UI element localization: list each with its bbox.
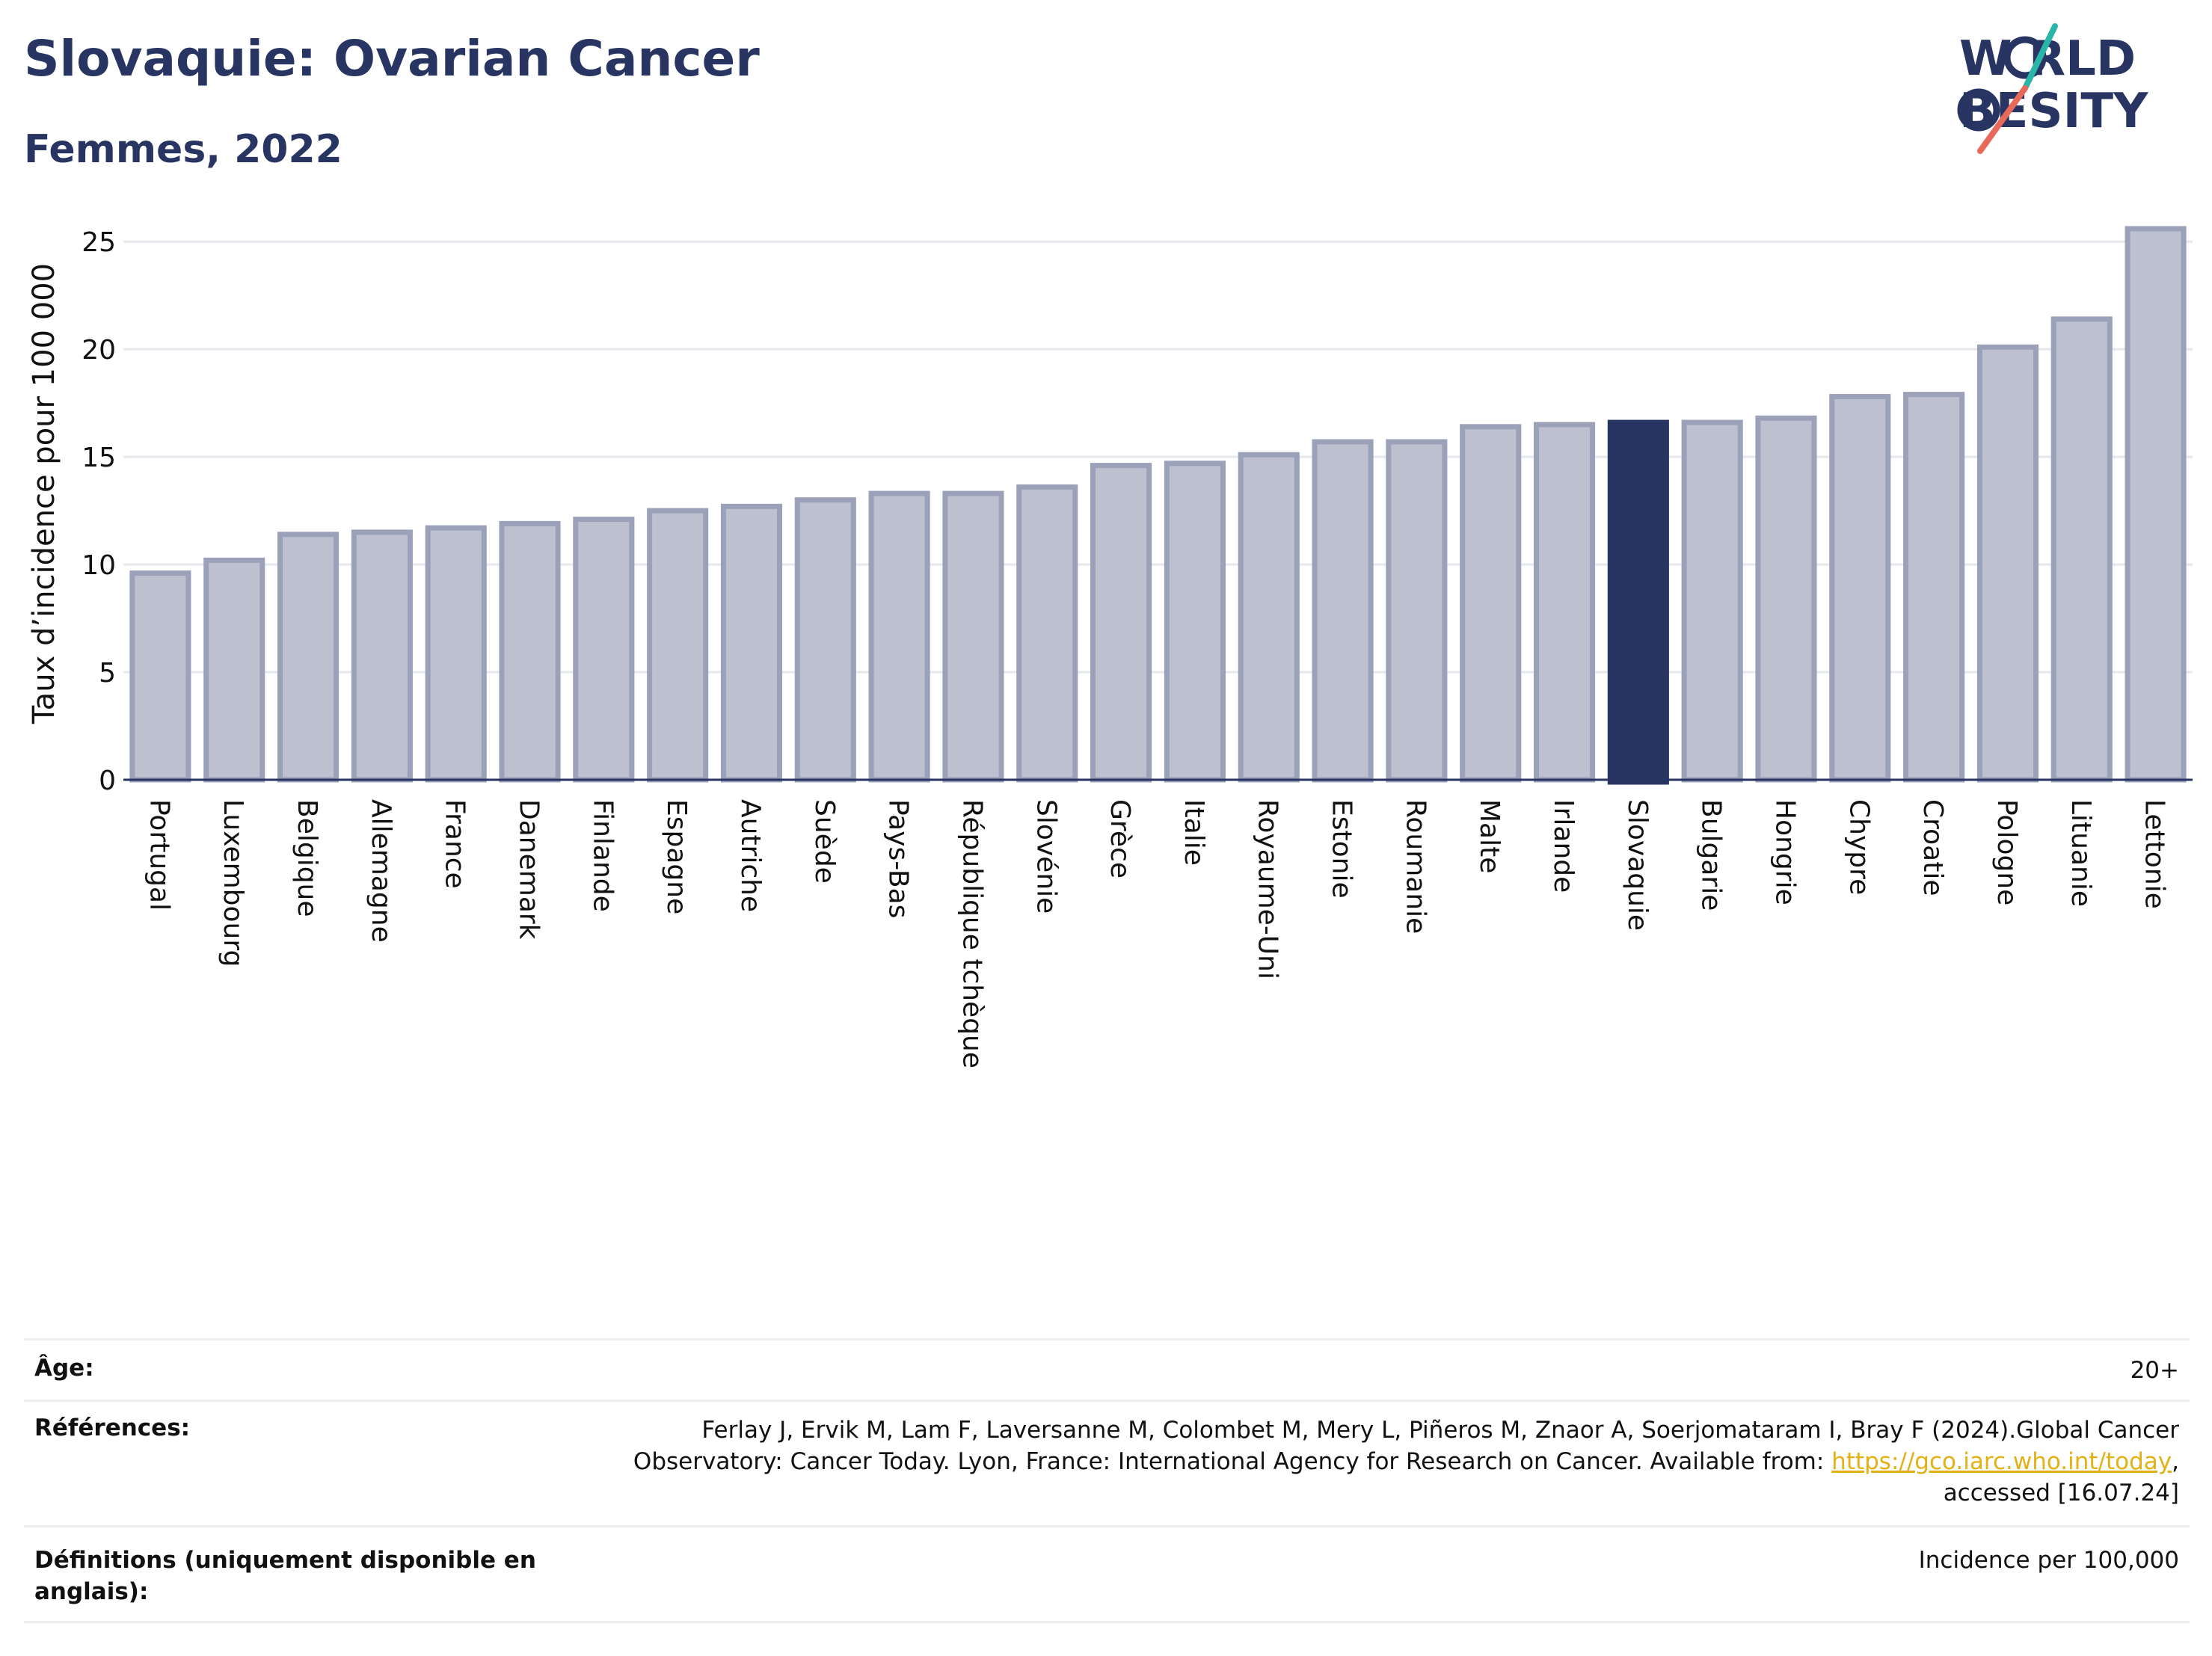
x-tick-label: Lituanie bbox=[2065, 799, 2096, 907]
x-tick-label: Pays-Bas bbox=[883, 799, 914, 918]
x-tick-label: Chypre bbox=[1843, 799, 1874, 895]
x-tick-label: Autriche bbox=[735, 799, 766, 912]
references-line-2-text: Observatory: Cancer Today. Lyon, France:… bbox=[633, 1448, 1832, 1475]
divider bbox=[24, 1525, 2190, 1527]
logo-slash-coral bbox=[1977, 85, 2028, 154]
x-tick-label: Belgique bbox=[292, 799, 322, 917]
x-tick-label: République tchèque bbox=[956, 799, 987, 1068]
bar-roumanie bbox=[1386, 439, 1448, 783]
age-label: Âge: bbox=[34, 1355, 94, 1382]
bar-finlande bbox=[573, 517, 635, 783]
x-tick-label: Allemagne bbox=[366, 799, 396, 943]
references-line-1: Ferlay J, Ervik M, Lam F, Laversanne M, … bbox=[701, 1417, 2179, 1444]
bar-lituanie bbox=[2050, 316, 2113, 783]
definitions-value: Incidence per 100,000 bbox=[1918, 1547, 2179, 1574]
y-tick-label: 15 bbox=[82, 443, 116, 473]
bar-italie bbox=[1164, 461, 1226, 783]
bar-slovénie bbox=[1016, 484, 1078, 783]
logo-o-ring-2 bbox=[1957, 88, 2000, 132]
y-tick-label: 20 bbox=[82, 335, 116, 366]
x-tick-label: Roumanie bbox=[1400, 799, 1431, 934]
x-tick-label: Bulgarie bbox=[1696, 799, 1727, 911]
bar-lettonie bbox=[2125, 226, 2187, 783]
x-tick-label: Suède bbox=[809, 799, 840, 884]
x-tick-label: Hongrie bbox=[1769, 799, 1800, 905]
x-tick-label: Malte bbox=[1474, 799, 1505, 873]
x-tick-label: Finlande bbox=[587, 799, 618, 912]
logo-slash-teal bbox=[2022, 23, 2058, 91]
definitions-row: Définitions (uniquement disponible en an… bbox=[24, 1545, 2190, 1619]
bar-estonie bbox=[1312, 439, 1374, 783]
references-line-2: Observatory: Cancer Today. Lyon, France:… bbox=[633, 1446, 2179, 1477]
x-tick-labels: Portugal Luxembourg Belgique Allemagne Franc… bbox=[144, 799, 2169, 1068]
x-tick-label: Lettonie bbox=[2139, 799, 2170, 909]
y-axis-label: Taux d’incidence pour 100 000 bbox=[27, 263, 61, 724]
x-tick-label: Irlande bbox=[1548, 799, 1579, 893]
bar-danemark bbox=[499, 520, 561, 783]
x-tick-label: Croatie bbox=[1917, 799, 1948, 896]
definitions-label: Définitions (uniquement disponible en an… bbox=[34, 1545, 536, 1607]
x-tick-label: Estonie bbox=[1327, 799, 1357, 899]
x-tick-label: Danemark bbox=[514, 799, 544, 940]
definitions-label-line-2: anglais): bbox=[34, 1578, 149, 1605]
y-tick-label: 0 bbox=[99, 766, 116, 796]
x-tick-label: Slovénie bbox=[1030, 799, 1061, 914]
references-label: Références: bbox=[34, 1415, 191, 1441]
chart-title: Slovaquie: Ovarian Cancer bbox=[24, 30, 760, 87]
age-value: 20+ bbox=[2130, 1357, 2179, 1384]
bar-france bbox=[425, 525, 487, 783]
bar-royaume-uni bbox=[1238, 452, 1300, 783]
divider bbox=[24, 1338, 2190, 1341]
bar-luxembourg bbox=[203, 557, 265, 783]
bar-croatie bbox=[1903, 392, 1965, 783]
divider bbox=[24, 1400, 2190, 1402]
x-tick-label: France bbox=[440, 799, 470, 889]
bar-autriche bbox=[720, 503, 783, 783]
bar-malte bbox=[1460, 424, 1522, 783]
y-tick-label: 10 bbox=[82, 550, 116, 581]
bar-hongrie bbox=[1755, 415, 1817, 783]
bar-grèce bbox=[1090, 463, 1152, 783]
references-row: Références: Ferlay J, Ervik M, Lam F, La… bbox=[24, 1415, 2190, 1519]
x-tick-label: Espagne bbox=[661, 799, 692, 914]
bar-pologne bbox=[1976, 344, 2039, 783]
y-tick-labels: 0 5 10 15 20 25 bbox=[82, 227, 116, 796]
x-tick-label: Slovaquie bbox=[1622, 799, 1653, 931]
x-tick-label: Luxembourg bbox=[218, 799, 248, 967]
bar-bulgarie bbox=[1681, 419, 1743, 783]
bar-belgique bbox=[277, 532, 340, 783]
bar-suède bbox=[794, 497, 856, 783]
bars bbox=[129, 226, 2187, 785]
y-tick-label: 25 bbox=[82, 227, 116, 258]
bar-pays-bas bbox=[868, 490, 930, 783]
references-line-2-end: , bbox=[2172, 1448, 2179, 1475]
definitions-label-line-1: Définitions (uniquement disponible en bbox=[34, 1547, 536, 1574]
bar-portugal bbox=[129, 570, 191, 783]
age-row: Âge: 20+ bbox=[24, 1355, 2190, 1400]
references-value: Ferlay J, Ervik M, Lam F, Laversanne M, … bbox=[633, 1415, 2179, 1509]
bar-chart: Portugal Luxembourg Belgique Allemagne Franc… bbox=[27, 226, 2193, 1068]
x-tick-label: Grèce bbox=[1105, 799, 1135, 878]
references-line-3: accessed [16.07.24] bbox=[1943, 1480, 2179, 1506]
bar-irlande bbox=[1533, 422, 1596, 783]
bar-allemagne bbox=[351, 529, 413, 783]
references-link[interactable]: https://gco.iarc.who.int/today bbox=[1831, 1448, 2172, 1475]
x-tick-label: Pologne bbox=[1991, 799, 2022, 905]
divider bbox=[24, 1621, 2190, 1623]
x-tick-label: Italie bbox=[1179, 799, 1209, 866]
bar-chypre bbox=[1829, 393, 1891, 783]
x-tick-label: Royaume-Uni bbox=[1253, 799, 1283, 979]
chart-subtitle: Femmes, 2022 bbox=[24, 127, 342, 172]
y-tick-label: 5 bbox=[99, 658, 116, 689]
bar-république-tchèque bbox=[942, 490, 1004, 783]
x-tick-label: Portugal bbox=[144, 799, 174, 911]
world-obesity-logo: W RLD BESITY bbox=[1957, 23, 2148, 154]
bar-espagne bbox=[647, 508, 709, 783]
bar-slovaquie bbox=[1607, 419, 1669, 785]
